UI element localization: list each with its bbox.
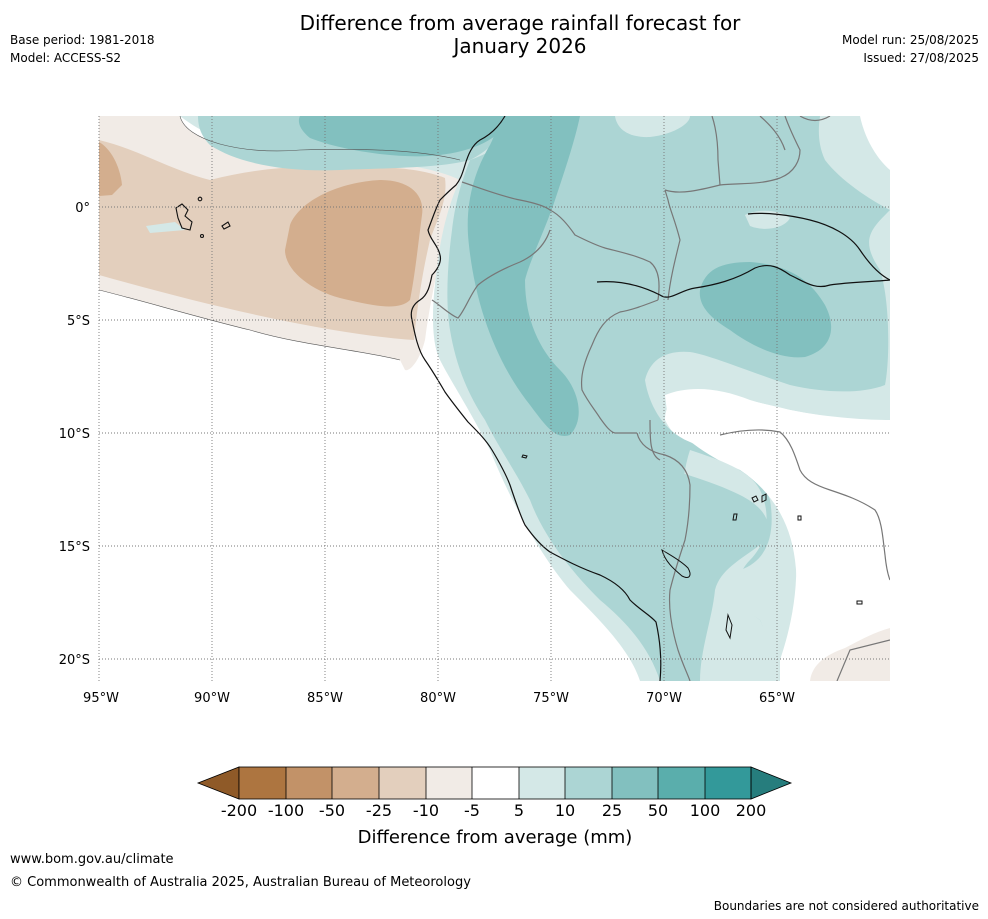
colorbar-tick-label: -50 [319, 801, 345, 820]
white-gap-southeast [665, 388, 890, 681]
colorbar-tick-label: 200 [736, 801, 767, 820]
colorbar-tick-label: 50 [648, 801, 668, 820]
model-text: Model: ACCESS-S2 [10, 51, 122, 65]
base-period-text: Base period: 1981-2018 [10, 33, 155, 47]
title-line-1: Difference from average rainfall forecas… [299, 11, 741, 35]
dry-anomaly-southeast-corner [810, 628, 890, 681]
lon-label-70w: 70°W [646, 691, 682, 706]
lake-titicaca [521, 454, 863, 640]
footer-boundaries-note: Boundaries are not considered authoritat… [713, 899, 979, 913]
wet-anomaly-band-10-25-main [447, 116, 890, 681]
title-line-2: January 2026 [453, 34, 587, 58]
map-title: Difference from average rainfall forecas… [240, 12, 800, 58]
wet-anomaly-band-25-50-north [298, 116, 508, 157]
colorbar-swatch [472, 767, 519, 799]
colorbar: -200 -100 -50 -25 -10 -5 5 10 25 50 100 … [196, 766, 793, 848]
colorbar-extension-high [750, 766, 793, 800]
colorbar-tick-label: -100 [268, 801, 304, 820]
model-run-text: Model run: 25/08/2025 [841, 33, 979, 47]
lat-label-15s: 15°S [59, 540, 90, 555]
lon-label-80w: 80°W [420, 691, 456, 706]
colorbar-swatch [332, 767, 379, 799]
colorbar-tick-label: -5 [464, 801, 480, 820]
lon-label-90w: 90°W [194, 691, 230, 706]
lon-label-65w: 65°W [759, 691, 795, 706]
coastline [410, 116, 890, 681]
lon-label-75w: 75°W [533, 691, 569, 706]
colorbar-tick-label: 10 [555, 801, 575, 820]
lon-label-95w: 95°W [83, 691, 119, 706]
country-boundaries [431, 116, 890, 681]
wet-anomaly-band-10-25-altiplano [574, 460, 769, 681]
colorbar-swatch [705, 767, 751, 799]
colorbar-swatch [658, 767, 705, 799]
colorbar-swatch [286, 767, 332, 799]
colorbar-frame [238, 766, 752, 800]
graticule [98, 116, 890, 681]
lat-label-0: 0° [75, 201, 90, 216]
colorbar-title: Difference from average (mm) [358, 827, 633, 848]
colorbar-tick-label: 25 [602, 801, 622, 820]
colorbar-dividers [285, 767, 706, 799]
contour-edges [99, 116, 461, 361]
colorbar-tick-label: 100 [690, 801, 721, 820]
colorbar-swatch [519, 767, 565, 799]
map-area [99, 116, 890, 681]
footer-url-link[interactable]: www.bom.gov.au/climate [10, 852, 174, 867]
colorbar-tick-label: -200 [221, 801, 257, 820]
lon-label-85w: 85°W [307, 691, 343, 706]
colorbar-swatch [426, 767, 472, 799]
wet-small-pacific-patch [146, 222, 185, 233]
lat-label-5s: 5°S [67, 314, 90, 329]
white-gap-northeast [860, 116, 890, 170]
galapagos-islands [175, 196, 231, 239]
issued-text: Issued: 27/08/2025 [863, 51, 979, 65]
colorbar-tick-label: -10 [413, 801, 439, 820]
dry-anomaly-west-patch [99, 142, 122, 196]
lat-label-10s: 10°S [59, 427, 90, 442]
lat-label-20s: 20°S [59, 653, 90, 668]
colorbar-swatch [565, 767, 612, 799]
colorbar-swatch [379, 767, 426, 799]
dry-anomaly-band-25-50 [285, 180, 423, 307]
colorbar-tick-label: -25 [366, 801, 392, 820]
colorbar-tick-label: 5 [514, 801, 524, 820]
wet-anomaly-band-25-50-andes [467, 116, 580, 436]
wet-anomaly-band-25-50-amazon [699, 262, 832, 358]
wet-anomaly-light-patch-amazon [745, 210, 790, 229]
colorbar-swatch [612, 767, 658, 799]
wet-anomaly-light-patch-north [615, 116, 690, 138]
footer-copyright: © Commonwealth of Australia 2025, Austra… [10, 875, 471, 890]
colorbar-extension-low [196, 766, 240, 800]
colorbar-swatch [239, 767, 286, 799]
